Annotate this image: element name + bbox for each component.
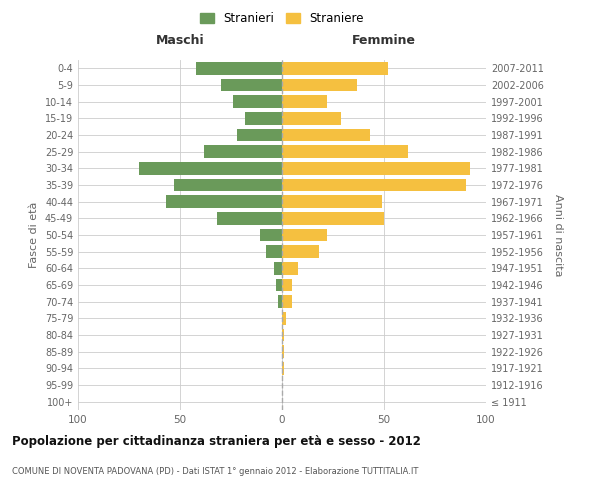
- Legend: Stranieri, Straniere: Stranieri, Straniere: [196, 8, 368, 28]
- Bar: [276, 279, 282, 291]
- Bar: [139, 162, 282, 174]
- Bar: [282, 346, 284, 358]
- Bar: [245, 112, 282, 124]
- Bar: [266, 246, 282, 258]
- Bar: [282, 196, 382, 208]
- Text: Femmine: Femmine: [352, 34, 416, 46]
- Bar: [282, 146, 409, 158]
- Bar: [166, 196, 282, 208]
- Bar: [278, 296, 282, 308]
- Bar: [282, 179, 466, 192]
- Bar: [274, 262, 282, 274]
- Bar: [282, 312, 286, 324]
- Bar: [282, 112, 341, 124]
- Bar: [205, 146, 282, 158]
- Text: Maschi: Maschi: [155, 34, 205, 46]
- Bar: [282, 212, 384, 224]
- Bar: [282, 79, 358, 92]
- Bar: [196, 62, 282, 74]
- Bar: [174, 179, 282, 192]
- Y-axis label: Anni di nascita: Anni di nascita: [553, 194, 563, 276]
- Bar: [282, 162, 470, 174]
- Text: Popolazione per cittadinanza straniera per età e sesso - 2012: Popolazione per cittadinanza straniera p…: [12, 435, 421, 448]
- Bar: [282, 246, 319, 258]
- Y-axis label: Fasce di età: Fasce di età: [29, 202, 39, 268]
- Bar: [282, 296, 292, 308]
- Bar: [282, 329, 284, 341]
- Bar: [260, 229, 282, 241]
- Bar: [282, 62, 388, 74]
- Bar: [282, 262, 298, 274]
- Text: COMUNE DI NOVENTA PADOVANA (PD) - Dati ISTAT 1° gennaio 2012 - Elaborazione TUTT: COMUNE DI NOVENTA PADOVANA (PD) - Dati I…: [12, 468, 418, 476]
- Bar: [237, 129, 282, 141]
- Bar: [282, 96, 327, 108]
- Bar: [282, 229, 327, 241]
- Bar: [282, 362, 284, 374]
- Bar: [282, 279, 292, 291]
- Bar: [282, 129, 370, 141]
- Bar: [221, 79, 282, 92]
- Bar: [217, 212, 282, 224]
- Bar: [233, 96, 282, 108]
